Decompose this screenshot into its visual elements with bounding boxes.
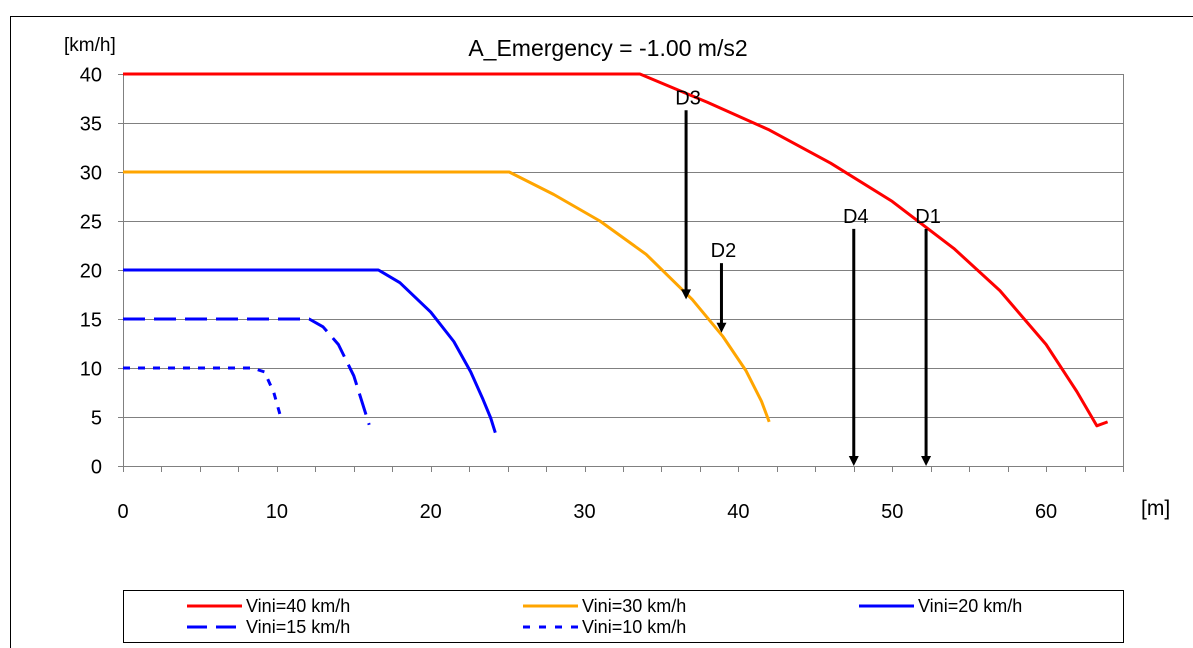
annotation-label-d4: D4: [843, 206, 869, 228]
annotation-arrowhead-d4: [848, 456, 859, 466]
annotation-arrowhead-d1: [921, 456, 932, 466]
y-ticks: 0 5 10 15 20 25 30 35 40: [80, 65, 123, 479]
series-line-3: [123, 268, 497, 434]
series-lines: [123, 72, 1109, 434]
x-axis-label: [m]: [1141, 497, 1170, 520]
x-tick-label: 0: [117, 501, 128, 523]
y-tick-label: 30: [80, 163, 102, 185]
chart-title: A_Emergency = -1.00 m/s2: [468, 35, 747, 61]
legend-label-5: Vini=10 km/h: [582, 617, 686, 637]
annotation-arrowhead-d2: [716, 322, 727, 333]
legend-box: [123, 590, 1124, 643]
annotation-arrowhead-d3: [681, 289, 692, 300]
x-tick-label: 50: [881, 501, 903, 523]
annotation-label-d3: D3: [675, 87, 701, 109]
legend: Vini=40 km/h Vini=30 km/h Vini=20 km/h Vini…: [187, 596, 1022, 637]
y-tick-label: 5: [91, 408, 102, 430]
annotation-label-d1: D1: [915, 206, 941, 228]
legend-label-2: Vini=30 km/h: [582, 596, 686, 616]
legend-label-3: Vini=20 km/h: [918, 596, 1022, 616]
series-line-2: [123, 170, 771, 423]
x-tick-label: 10: [266, 501, 288, 523]
x-tick-label: 30: [573, 501, 595, 523]
x-tick-label: 20: [420, 501, 442, 523]
legend-label-1: Vini=40 km/h: [246, 596, 350, 616]
y-tick-label: 40: [80, 65, 102, 87]
y-axis-label: [km/h]: [64, 35, 116, 56]
series-line-1: [123, 72, 1109, 428]
annotation-label-d2: D2: [711, 240, 737, 262]
y-tick-label: 25: [80, 212, 102, 234]
annotations: D3 D2 D4 D1: [675, 87, 941, 466]
y-tick-label: 20: [80, 261, 102, 283]
series-line-4: [123, 317, 371, 426]
y-tick-label: 15: [80, 310, 102, 332]
y-tick-label: 35: [80, 114, 102, 136]
x-tick-label: 60: [1035, 501, 1057, 523]
series-line-5: [123, 366, 283, 421]
x-tick-label: 40: [727, 501, 749, 523]
y-tick-label: 10: [80, 359, 102, 381]
legend-label-4: Vini=15 km/h: [246, 617, 350, 637]
y-tick-label: 0: [91, 457, 102, 479]
x-ticks: 0 10 20 30 40 50 60: [117, 466, 1124, 523]
